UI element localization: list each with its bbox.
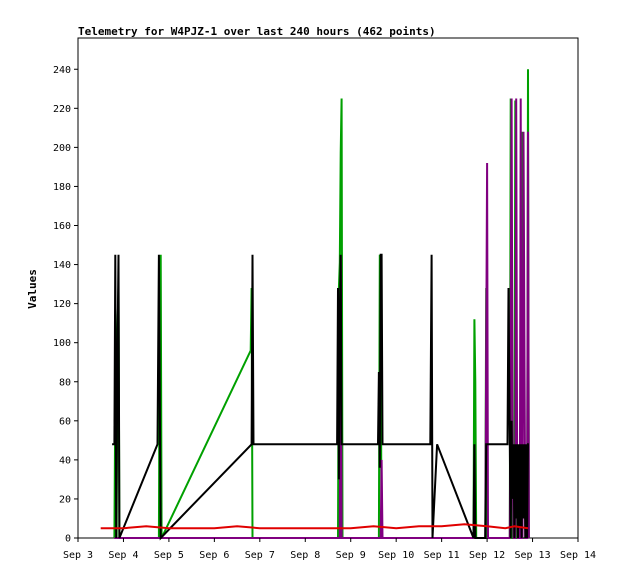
y-tick-label: 180 — [53, 182, 71, 193]
x-tick-label: Sep 10 — [378, 550, 414, 561]
x-tick-label: Sep 5 — [154, 550, 184, 561]
y-tick-label: 160 — [53, 221, 71, 232]
series-line-3 — [100, 523, 529, 530]
series-layer — [100, 69, 530, 541]
y-tick-label: 60 — [59, 416, 71, 427]
series-line-2 — [112, 253, 529, 541]
y-axis-label: Values — [26, 269, 39, 309]
y-tick-label: 220 — [53, 104, 71, 115]
y-tick-label: 140 — [53, 260, 71, 271]
y-tick-label: 100 — [53, 338, 71, 349]
x-tick-label: Sep 4 — [108, 550, 138, 561]
x-tick-label: Sep 8 — [290, 550, 320, 561]
y-tick-label: 120 — [53, 299, 71, 310]
y-axis-ticks: 0 20 40 60 80 100 120 140 160 180 200 220 240 — [53, 65, 78, 545]
x-tick-label: Sep 14 — [560, 550, 596, 561]
y-tick-label: 0 — [65, 534, 71, 545]
x-tick-label: Sep 6 — [199, 550, 229, 561]
x-tick-label: Sep 7 — [245, 550, 275, 561]
x-tick-label: Sep 11 — [424, 550, 460, 561]
y-tick-label: 200 — [53, 143, 71, 154]
chart-title: Telemetry for W4PJZ-1 over last 240 hour… — [78, 25, 436, 38]
x-axis-ticks: Sep 3 Sep 4 Sep 5 Sep 6 Sep 7 Sep 8 Sep 9 Sep 1… — [63, 538, 596, 561]
x-tick-label: Sep 13 — [514, 550, 550, 561]
x-tick-label: Sep 12 — [469, 550, 505, 561]
x-tick-label: Sep 3 — [63, 550, 93, 561]
x-tick-label: Sep 9 — [336, 550, 366, 561]
y-tick-label: 240 — [53, 65, 71, 76]
y-tick-label: 20 — [59, 494, 71, 505]
y-tick-label: 80 — [59, 377, 71, 388]
plot-area — [77, 37, 579, 539]
y-tick-label: 40 — [59, 455, 71, 466]
